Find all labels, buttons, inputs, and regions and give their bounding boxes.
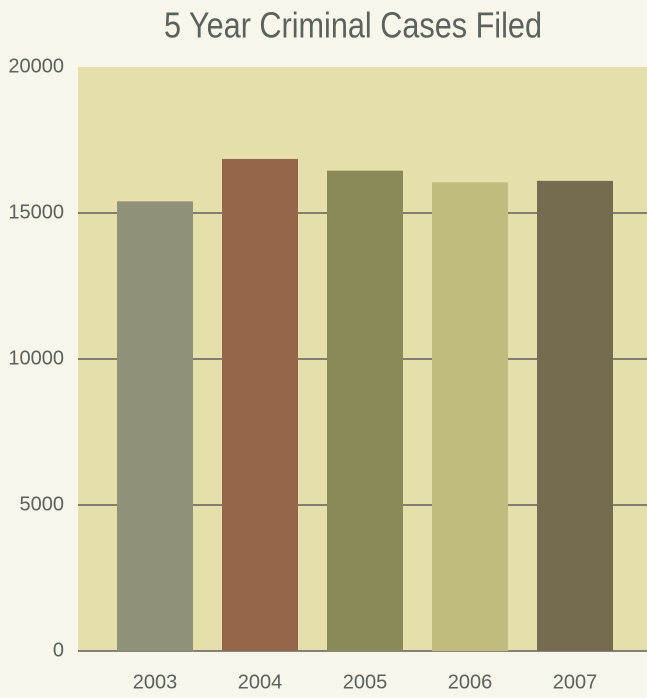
bar	[117, 201, 193, 651]
y-tick-label: 5000	[20, 493, 65, 515]
x-tick-label: 2005	[343, 671, 388, 693]
chart-title: 5 Year Criminal Cases Filed	[164, 5, 542, 46]
y-tick-label: 10000	[8, 347, 64, 369]
x-tick-label: 2007	[553, 671, 598, 693]
bar	[432, 182, 508, 651]
x-tick-label: 2006	[448, 671, 493, 693]
bar	[222, 158, 298, 652]
bar	[537, 180, 613, 651]
x-tick-label: 2004	[238, 671, 283, 693]
y-tick-label: 0	[53, 639, 64, 661]
x-tick-label: 2003	[133, 671, 178, 693]
y-tick-label: 20000	[8, 55, 64, 77]
y-tick-label: 15000	[8, 201, 64, 223]
bar	[327, 170, 403, 651]
